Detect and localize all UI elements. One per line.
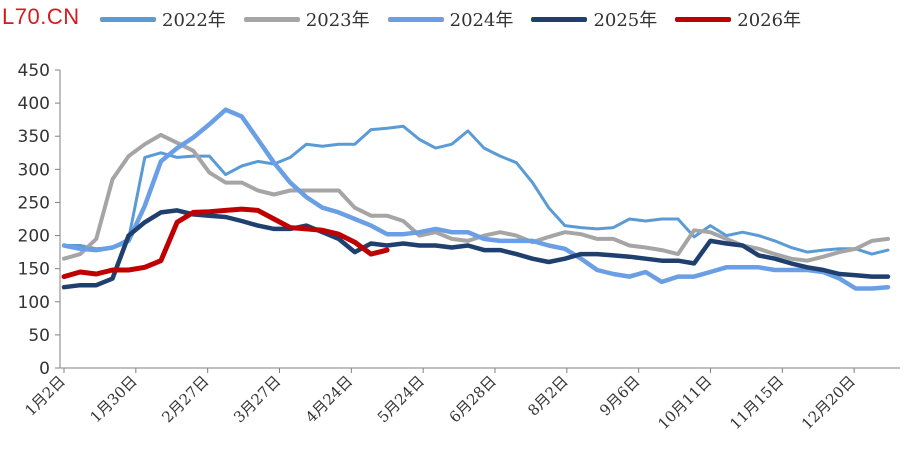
y-tick-label: 350 [18,127,50,147]
x-axis: 1月2日 1月30日 2月27日 3月27日 4月24日 5月24日 6月28日 8月2日 9月… [21,367,900,433]
legend-label: 2026年 [737,10,802,31]
legend-label: 2023年 [305,10,370,31]
legend-label: 2025年 [593,10,658,31]
watermark-text: L70.CN [2,4,80,29]
x-tick-label: 11月15日 [726,372,787,433]
legend-item: 2022年 [100,6,226,32]
x-tick-label: 9月6日 [596,372,643,419]
y-tick-label: 400 [18,94,50,114]
legend-item: 2025年 [531,6,657,32]
series-line-1 [62,132,890,263]
x-tick-label: 2月27日 [158,372,212,426]
legend-item: 2023年 [243,6,370,32]
x-tick-label: 4月24日 [302,372,356,426]
y-tick-label: 250 [18,193,50,213]
y-tick-label: 50 [28,326,50,346]
legend-swatch [531,16,588,22]
legend-item: 2026年 [675,6,801,32]
legend-item: 2024年 [387,6,514,32]
legend-swatch [675,16,732,22]
y-tick-label: 450 [18,61,50,81]
y-tick-label: 0 [39,359,50,379]
x-tick-label: 5月24日 [374,372,428,426]
x-tick-label: 6月28日 [446,372,500,426]
series-layer [61,107,891,291]
x-tick-label: 10月11日 [654,372,715,433]
x-tick-label: 1月2日 [21,372,68,419]
series-line-0 [62,124,890,256]
y-tick-label: 150 [18,260,50,280]
legend-swatch [387,16,444,22]
y-axis: 0 50 100 150 200 250 300 350 400 450 [18,61,61,379]
x-tick-label: 12月20日 [798,372,859,433]
y-tick-label: 100 [18,293,50,313]
x-tick-label: 3月27日 [230,372,284,426]
legend-label: 2024年 [449,10,514,31]
legend-swatch [100,16,156,22]
legend-label: 2022年 [162,10,226,31]
y-tick-label: 200 [18,227,50,247]
x-tick-label: 8月2日 [524,372,571,419]
series-line-2 [61,107,891,291]
series-line-4 [61,206,390,280]
series-line-3 [61,208,891,290]
y-tick-label: 300 [18,160,50,180]
legend: 2022年 2023年 2024年 2025年 2026年 [100,6,819,32]
x-tick-label: 1月30日 [86,372,140,426]
legend-swatch [243,16,300,22]
